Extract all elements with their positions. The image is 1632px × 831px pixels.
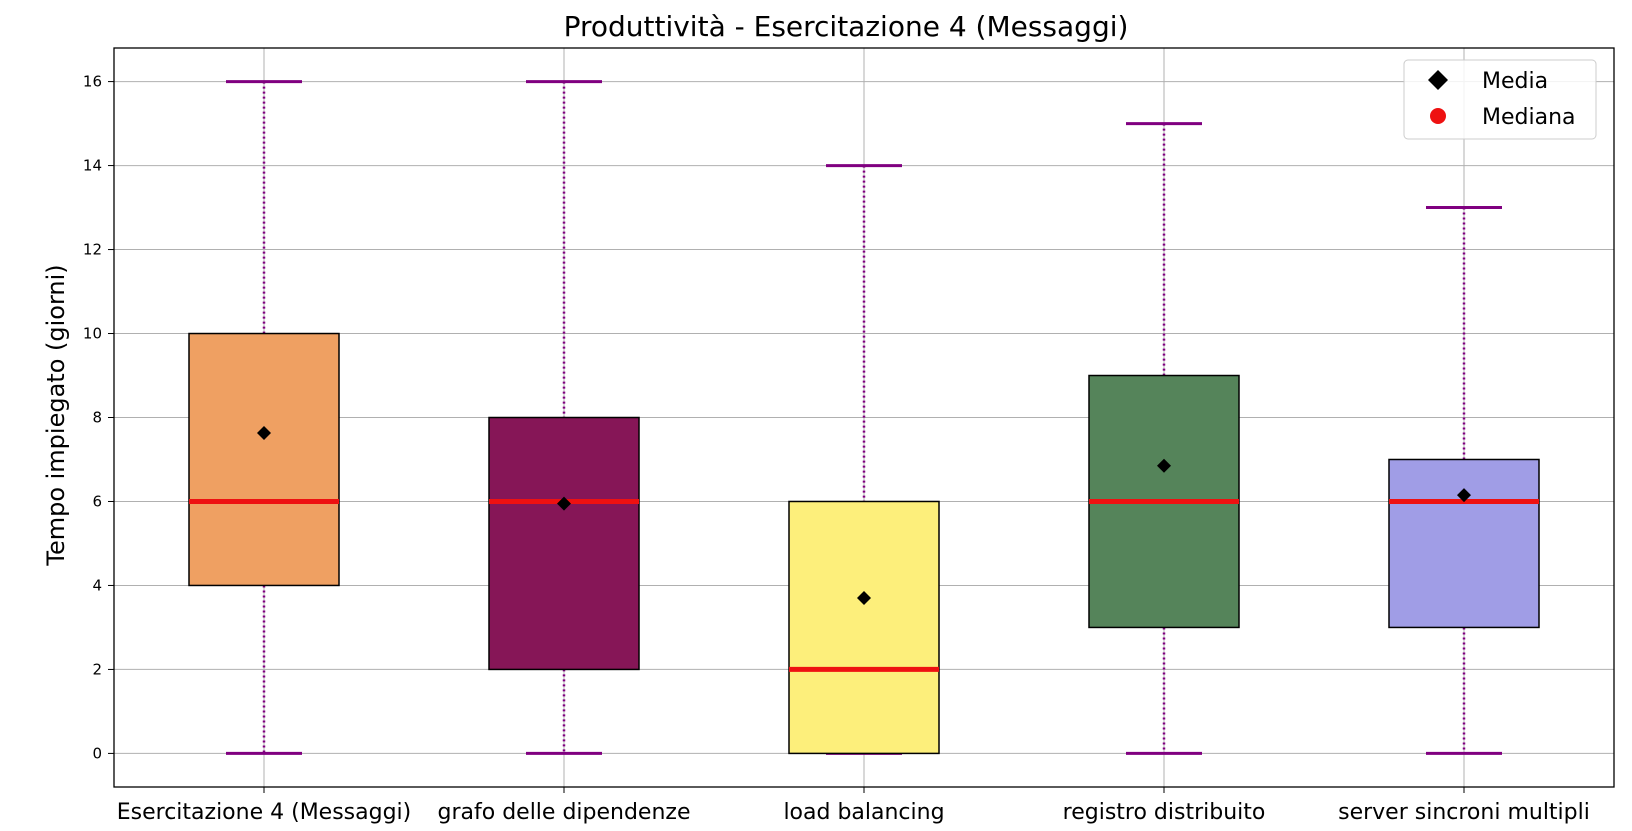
y-tick-label: 12 <box>83 241 102 259</box>
box-group <box>788 164 940 755</box>
x-tick-label: server sincroni multipli <box>1338 800 1590 825</box>
box-iqr <box>1388 458 1540 629</box>
y-tick-label: 4 <box>92 576 102 594</box>
y-tick-label: 6 <box>92 492 102 510</box>
y-tick-label: 16 <box>83 73 102 91</box>
box-group <box>1388 206 1540 755</box>
y-tick-label: 8 <box>92 409 102 427</box>
box-group <box>1088 122 1240 755</box>
legend-label: Media <box>1482 69 1548 94</box>
mean-marker <box>857 591 871 606</box>
mean-marker <box>1157 458 1171 473</box>
legend-mean-marker <box>1428 70 1448 90</box>
box-iqr <box>788 500 940 755</box>
x-tick-label: load balancing <box>783 800 944 825</box>
y-tick-label: 0 <box>92 744 102 762</box>
x-tick-label: grafo delle dipendenze <box>438 800 691 825</box>
y-tick-label: 10 <box>83 325 102 343</box>
chart-title: Produttività - Esercitazione 4 (Messaggi… <box>564 10 1129 43</box>
legend-box <box>1403 59 1597 140</box>
x-tick-label: registro distribuito <box>1063 800 1266 825</box>
y-axis-label: Tempo impiegato (giorni) <box>42 264 70 566</box>
box-iqr <box>188 332 340 587</box>
box-iqr <box>488 416 640 671</box>
mean-marker <box>257 426 271 441</box>
box-group <box>488 80 640 755</box>
legend-label: Mediana <box>1482 105 1576 130</box>
x-axis-ticks: Esercitazione 4 (Messaggi) grafo delle di… <box>117 787 1590 825</box>
y-tick-label: 14 <box>83 157 102 175</box>
legend-median-marker <box>1430 108 1446 124</box>
box-series <box>188 80 1540 755</box>
box-group <box>188 80 340 755</box>
legend: Media Mediana <box>1403 59 1597 140</box>
x-tick-label: Esercitazione 4 (Messaggi) <box>117 800 412 825</box>
mean-marker <box>557 496 571 511</box>
plot-area-frame <box>113 47 1615 788</box>
y-tick-label: 2 <box>92 660 102 678</box>
mean-marker <box>1457 488 1471 503</box>
y-axis-ticks: 0 2 4 6 8 10 12 14 16 <box>83 73 114 762</box>
